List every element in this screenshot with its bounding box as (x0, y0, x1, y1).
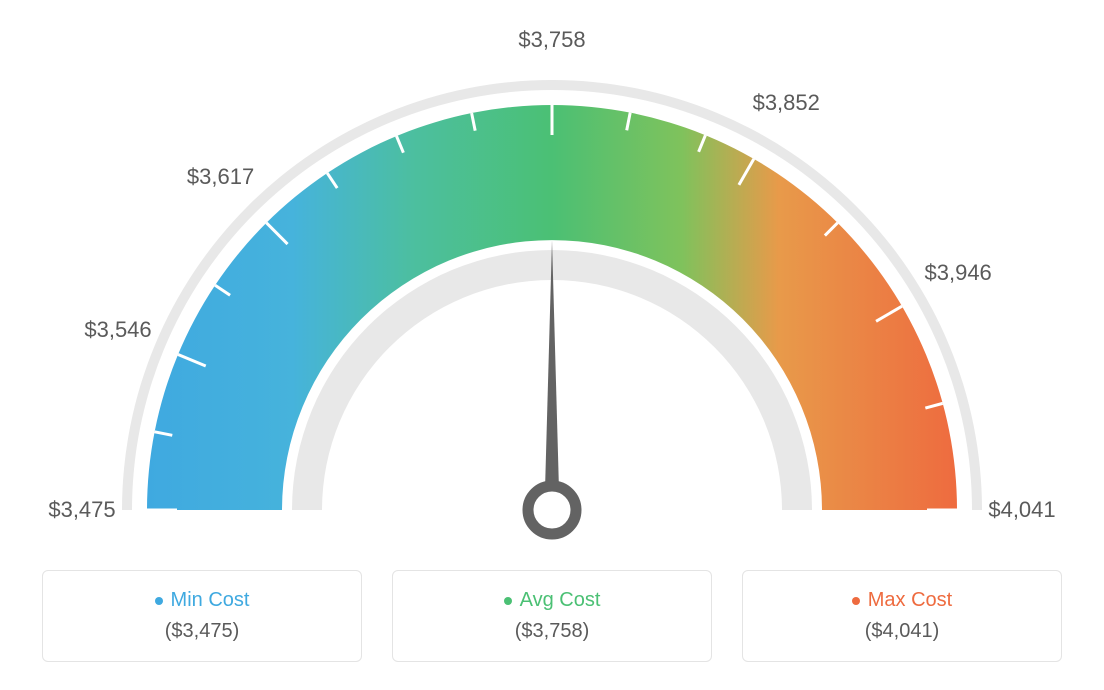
gauge-tick-label: $3,946 (925, 260, 992, 286)
legend-value: ($3,475) (165, 620, 240, 643)
gauge-needle-hub (528, 486, 576, 534)
legend-row: Min Cost ($3,475) Avg Cost ($3,758) Max Cost… (42, 570, 1062, 662)
gauge-tick-label: $3,475 (48, 497, 115, 523)
legend-value: ($3,758) (515, 620, 590, 643)
legend-label: Min Cost (171, 589, 250, 612)
gauge-svg (52, 10, 1052, 560)
gauge-tick-label: $4,041 (988, 497, 1055, 523)
legend-value: ($4,041) (865, 620, 940, 643)
legend-dot-icon (504, 597, 512, 605)
legend-dot-icon (155, 597, 163, 605)
legend-header: Avg Cost (504, 589, 601, 612)
gauge-tick-label: $3,546 (84, 317, 151, 343)
legend-card-max: Max Cost ($4,041) (742, 570, 1062, 662)
gauge: $3,475$3,546$3,617$3,758$3,852$3,946$4,0… (52, 10, 1052, 560)
gauge-chart-container: $3,475 $3,546 $3,617 $3,758 $3,852 $3,946 $4,0… (0, 0, 1104, 690)
gauge-tick-label: $3,758 (518, 27, 585, 53)
legend-label: Avg Cost (520, 589, 601, 612)
legend-card-min: Min Cost ($3,475) (42, 570, 362, 662)
gauge-tick-label: $3,617 (187, 164, 254, 190)
legend-card-avg: Avg Cost ($3,758) (392, 570, 712, 662)
legend-label: Max Cost (868, 589, 952, 612)
legend-header: Min Cost (155, 589, 250, 612)
legend-dot-icon (852, 597, 860, 605)
legend-header: Max Cost (852, 589, 952, 612)
gauge-tick-label: $3,852 (753, 90, 820, 116)
